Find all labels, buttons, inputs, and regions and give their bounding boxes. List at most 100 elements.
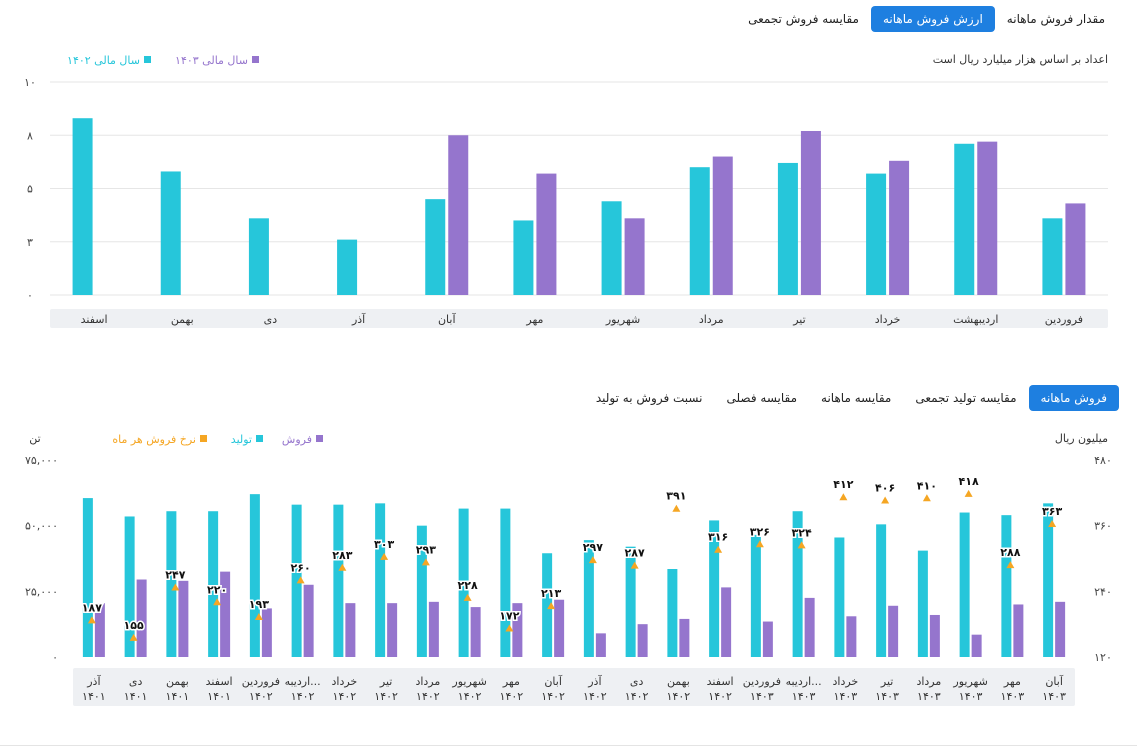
sales-bar-12 (595, 633, 606, 657)
sales-bar-10 (512, 603, 523, 657)
production-bar-8 (416, 525, 427, 657)
rate-marker-5 (296, 576, 305, 584)
x-tick-label: اسفند (81, 313, 108, 326)
x-tick-year: ۱۴۰۳ (792, 690, 816, 703)
x-tick-label: دی (264, 313, 278, 326)
production-bar-11 (542, 553, 553, 657)
rate-marker-9 (463, 593, 472, 601)
x-tick-label: مهر (525, 313, 543, 326)
sales-bar-7 (387, 603, 398, 657)
rate-marker-14 (672, 504, 681, 512)
sales-bar-8 (428, 601, 439, 657)
x-tick-year: ۱۴۰۱ (166, 690, 190, 703)
rate-data-label: ۳۱۶ (708, 531, 728, 544)
rate-marker-7 (380, 552, 389, 560)
sales-bar-13 (637, 624, 648, 657)
rate-data-label: ۱۷۲ (499, 610, 519, 623)
right-axis-label: میلیون ریال (1055, 432, 1108, 445)
production-bar-16 (750, 534, 761, 657)
x-tick-label: بهمن (171, 313, 194, 326)
tab-tabs-bottom-1[interactable]: مقایسه تولید تجمعی (915, 391, 1017, 405)
sales-bar-15 (721, 587, 732, 657)
rate-marker-21 (964, 489, 973, 497)
x-tick-month: اسفند (707, 675, 734, 688)
rate-marker-20 (922, 494, 931, 502)
sales-bar-23 (1055, 601, 1066, 657)
rate-data-label: ۱۹۳ (249, 598, 269, 611)
bottom-divider (0, 745, 1137, 746)
production-bar-21 (959, 512, 970, 657)
sales-bar-11 (554, 599, 565, 657)
sales-bar-19 (888, 605, 899, 657)
x-tick-month: فروردین (242, 675, 280, 688)
sales-bar-9 (470, 607, 481, 657)
x-tick-month: مرداد (415, 675, 440, 688)
rate-data-label: ۴۱۰ (917, 479, 937, 492)
bottom-chart-tabs: فروش ماهانه مقایسه تولید تجمعی مقایسه ماها… (584, 385, 1119, 411)
production-bar-13 (625, 546, 636, 657)
legend-label-0: فروش (282, 433, 312, 446)
x-tick-month: بهمن (166, 675, 189, 688)
x-tick-year: ۱۴۰۳ (917, 690, 941, 703)
y-tick-label: ۰ (27, 289, 33, 302)
rate-marker-2 (171, 583, 180, 591)
tab-tabs-top-0[interactable]: مقدار فروش ماهانه (1006, 12, 1105, 26)
sales-bar-17 (804, 597, 815, 657)
rate-marker-23 (1048, 520, 1057, 528)
x-tick-month: خرداد (332, 675, 358, 688)
x-tick-year: ۱۴۰۱ (82, 690, 106, 703)
legend-swatch-1 (256, 435, 263, 442)
x-tick-month: اسفند (206, 675, 233, 688)
rate-data-label: ۲۴۷ (165, 569, 185, 582)
tab-tabs-bottom-0[interactable]: فروش ماهانه (1028, 385, 1119, 411)
top-chart-tabs: مقدار فروش ماهانه ارزش فروش ماهانه مقایسه … (736, 6, 1117, 32)
rate-marker-4 (254, 613, 263, 621)
right-y-tick-label: ۳۶۰ (1094, 520, 1112, 533)
x-tick-month: آبان (1045, 674, 1063, 688)
tab-tabs-top-2[interactable]: مقایسه فروش تجمعی (748, 12, 859, 26)
rate-data-label: ۲۹۳ (416, 543, 436, 556)
x-tick-month: دی (630, 675, 644, 688)
x-tick-year: ۱۴۰۲ (667, 690, 691, 703)
sales-bar-22 (1013, 604, 1024, 657)
rate-marker-22 (1006, 561, 1015, 569)
x-tick-year: ۱۴۰۲ (625, 690, 649, 703)
right-y-tick-label: ۱۲۰ (1094, 651, 1112, 664)
x-tick-year: ۱۴۰۲ (333, 690, 357, 703)
x-tick-month: خرداد (833, 675, 859, 688)
rate-data-label: ۲۸۸ (1000, 546, 1020, 559)
x-tick-label: مرداد (699, 313, 724, 326)
x-tick-month: شهریور (451, 675, 486, 688)
x-tick-year: ۱۴۰۲ (249, 690, 273, 703)
sales-bar-6 (345, 603, 356, 657)
rate-data-label: ۳۲۶ (750, 525, 770, 538)
sales-bar-20 (929, 614, 940, 657)
x-tick-year: ۱۴۰۳ (750, 690, 774, 703)
tab-tabs-bottom-4[interactable]: نسبت فروش به تولید (595, 391, 703, 405)
x-tick-year: ۱۴۰۳ (875, 690, 899, 703)
production-bar-2 (166, 511, 177, 657)
sales-bar-5 (303, 584, 314, 657)
left-y-tick-label: ۰ (52, 651, 58, 664)
x-tick-month: تیر (379, 675, 392, 688)
tab-tabs-bottom-3[interactable]: مقایسه فصلی (726, 391, 798, 405)
tab-tabs-top-1[interactable]: ارزش فروش ماهانه (870, 6, 995, 32)
bar-1402-6 (513, 220, 534, 295)
rate-marker-8 (421, 558, 430, 566)
right-y-tick-label: ۲۴۰ (1094, 585, 1112, 598)
legend-swatch-1 (252, 56, 259, 63)
rate-data-label: ۱۵۵ (124, 619, 144, 632)
bar-1403-5 (624, 218, 645, 295)
legend-label-1: تولید (231, 433, 252, 446)
rate-marker-12 (588, 556, 597, 564)
tab-tabs-bottom-2[interactable]: مقایسه ماهانه (821, 391, 892, 405)
x-tick-month: دی (129, 675, 143, 688)
x-tick-month: بهمن (667, 675, 690, 688)
legend-swatch-0 (316, 435, 323, 442)
bar-1402-1 (954, 143, 975, 295)
legend-swatch-2 (200, 435, 207, 442)
production-bar-17 (792, 511, 803, 657)
rate-data-label: ۳۹۱ (666, 490, 686, 503)
sales-bar-2 (178, 580, 189, 657)
production-bar-0 (82, 498, 93, 657)
